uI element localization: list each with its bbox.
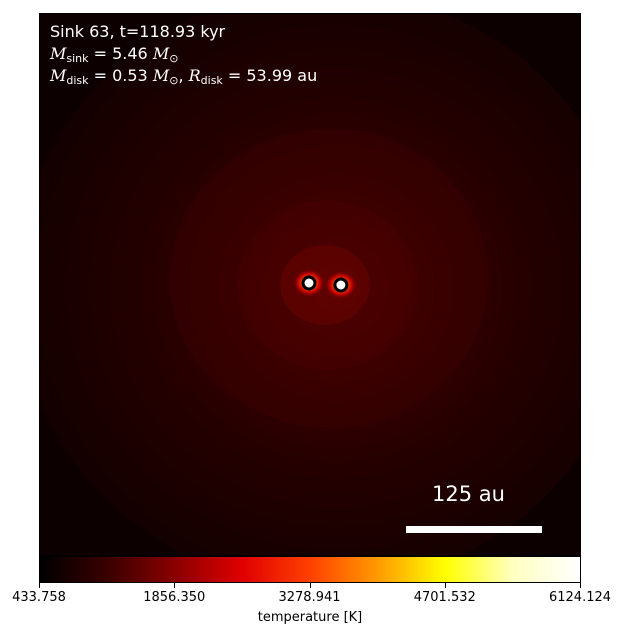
colorbar-tick-label: 3278.941: [278, 590, 341, 605]
colorbar: [39, 556, 581, 583]
sink-marker-left: [301, 275, 317, 291]
colorbar-tick-mark: [39, 583, 40, 588]
scale-bar-label: 125 au: [432, 482, 505, 506]
colorbar-tick-label: 6124.124: [548, 590, 612, 605]
temperature-image: [40, 14, 580, 555]
temperature-map: Sink 63, t=118.93 kyr Msink = 5.46 M⊙ Md…: [39, 13, 581, 556]
sink-mass-label: Msink = 5.46 M⊙: [50, 44, 179, 65]
colorbar-tick-label: 433.758: [12, 590, 66, 605]
scale-bar: [406, 526, 542, 533]
colorbar-tick-label: 4701.532: [413, 590, 476, 605]
disk-properties-label: Mdisk = 0.53 M⊙, Rdisk = 53.99 au: [50, 66, 318, 87]
colorbar-tick-mark: [444, 583, 446, 588]
colorbar-tick-mark: [309, 583, 311, 588]
colorbar-label: temperature [K]: [257, 610, 363, 625]
sink-marker-right: [333, 277, 349, 293]
colorbar-tick-mark: [580, 583, 581, 588]
colorbar-tick-mark: [174, 583, 176, 588]
sink-time-label: Sink 63, t=118.93 kyr: [50, 22, 226, 41]
colorbar-tick-label: 1856.350: [143, 590, 206, 605]
